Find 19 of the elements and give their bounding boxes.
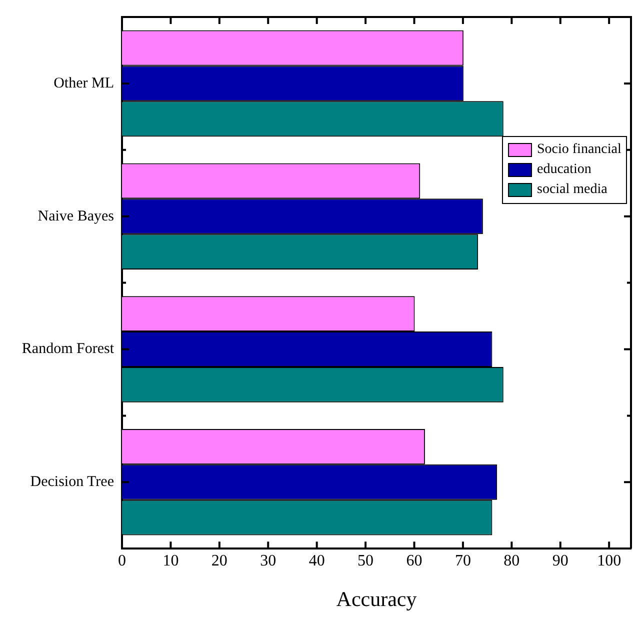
y-tick-label: Random Forest [22, 341, 115, 358]
x-tick-label: 90 [552, 552, 568, 570]
legend-label: Socio financial [537, 140, 622, 159]
legend-label: social media [537, 180, 608, 199]
x-tick-label: 0 [118, 552, 126, 570]
legend-label: education [537, 160, 592, 179]
x-tick-label: 50 [358, 552, 374, 570]
x-tick-label: 60 [406, 552, 422, 570]
y-tick-label: Naive Bayes [38, 208, 114, 224]
x-tick-label: 10 [162, 552, 179, 570]
y-tick-label: Decision Tree [30, 474, 114, 490]
x-tick-label: 100 [597, 552, 622, 570]
x-tick-label: 40 [308, 552, 325, 570]
x-tick-label: 30 [260, 552, 276, 570]
x-axis-title: Accuracy [336, 586, 418, 611]
x-tick-label: 70 [454, 552, 471, 570]
x-tick-label: 80 [504, 552, 520, 570]
y-tick-label: Other ML [54, 75, 114, 92]
x-tick-label: 20 [211, 552, 228, 570]
